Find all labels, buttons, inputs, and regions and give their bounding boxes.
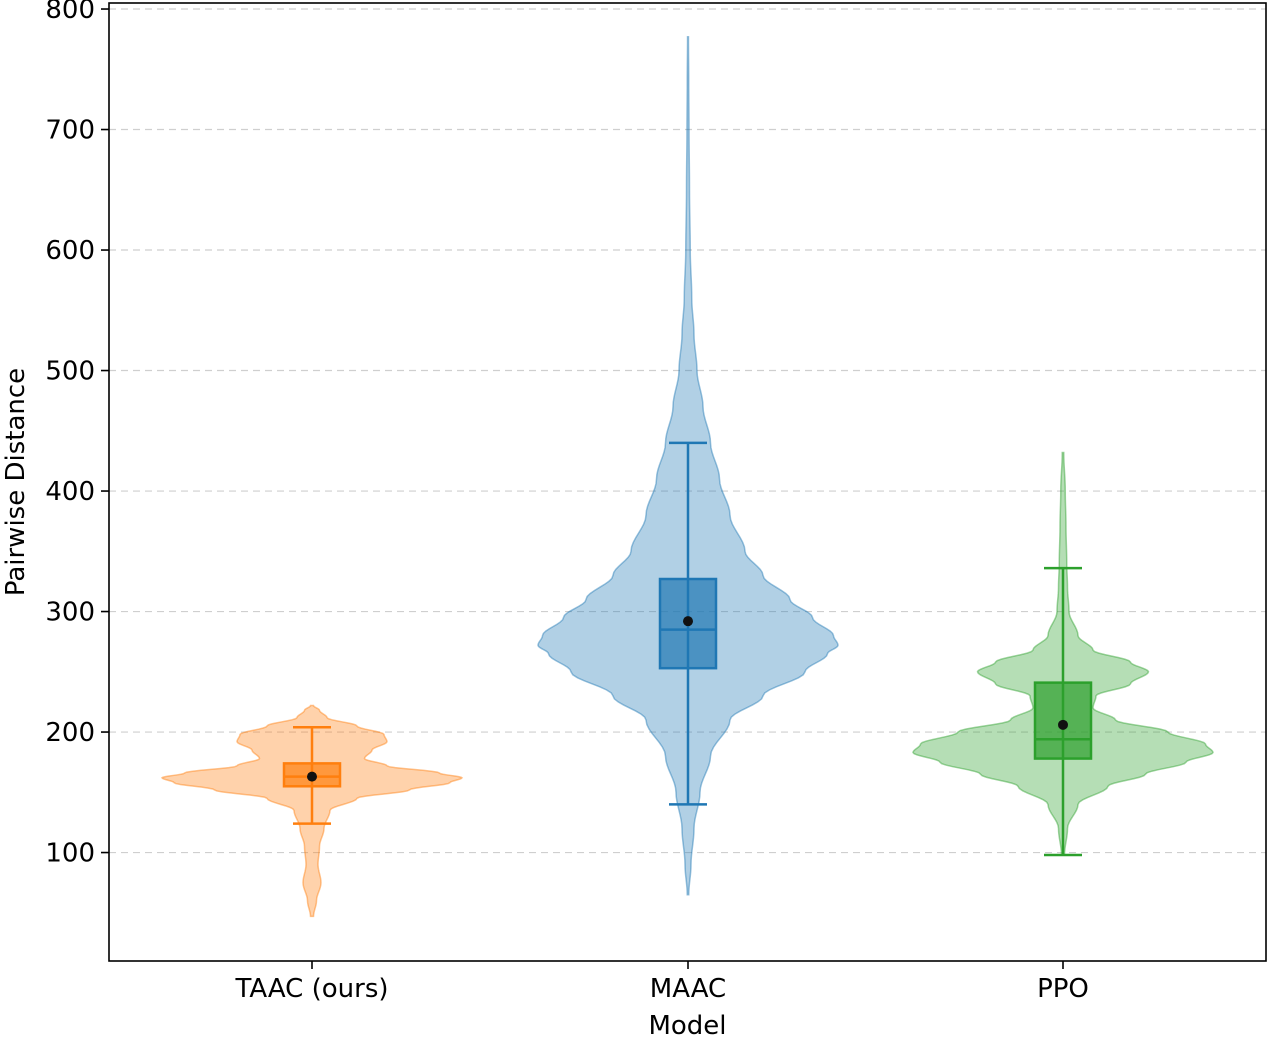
x-tick-label: TAAC (ours) bbox=[234, 974, 388, 1004]
y-tick-label: 200 bbox=[45, 718, 95, 748]
y-tick-label: 600 bbox=[45, 236, 95, 266]
y-tick-label: 400 bbox=[45, 477, 95, 507]
box-plots bbox=[284, 443, 1091, 855]
y-tick-label: 300 bbox=[45, 598, 95, 628]
y-axis-ticks: 100 200 300 400 500 600 700 800 bbox=[45, 0, 109, 869]
y-tick-label: 500 bbox=[45, 357, 95, 387]
x-axis-label: Model bbox=[648, 1011, 726, 1041]
mean-marker bbox=[683, 616, 693, 626]
y-axis-label: Pairwise Distance bbox=[1, 368, 31, 596]
violin-chart: 100 200 300 400 500 600 700 800 TAAC (ours) MAAC… bbox=[0, 0, 1268, 1043]
y-tick-label: 800 bbox=[45, 0, 95, 25]
y-tick-label: 100 bbox=[45, 839, 95, 869]
mean-marker bbox=[1058, 720, 1068, 730]
mean-marker bbox=[307, 772, 317, 782]
y-tick-label: 700 bbox=[45, 116, 95, 146]
x-tick-label: MAAC bbox=[650, 974, 726, 1004]
x-tick-label: PPO bbox=[1037, 974, 1089, 1004]
x-axis-ticks: TAAC (ours) MAAC PPO bbox=[234, 961, 1088, 1004]
